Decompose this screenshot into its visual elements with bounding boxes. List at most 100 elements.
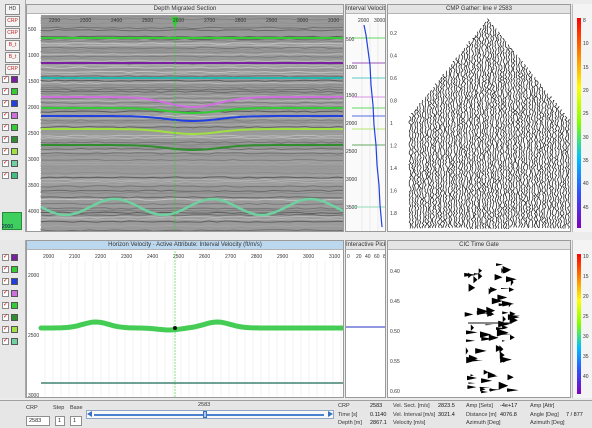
colorbar-tick-label: 30	[583, 334, 589, 340]
gather-trace	[494, 28, 498, 229]
attribute-layer-color-swatch[interactable]	[11, 254, 18, 261]
active-layer-swatch[interactable]	[2, 212, 22, 230]
seismic-reflector	[40, 46, 343, 50]
cic-time-gate-panel[interactable]: CIC Time Gate 0.40 0.45 0.50 0.55 0.60	[387, 240, 571, 398]
vel-sect-value: 2823.5	[438, 403, 455, 409]
crp2-label: CRP	[338, 403, 350, 409]
crp-label: CRP	[26, 405, 38, 411]
crp2-value: 2583	[370, 403, 383, 409]
attribute-layer-visibility-checkbox[interactable]: ✓	[2, 314, 9, 321]
horizon-velocity-canvas[interactable]: 2000 2100 2200 2300 2400 2500 2600 2700 2800 2900…	[27, 241, 344, 398]
interval-velocity-canvas[interactable]: 2000 3000 500 1000 1500 2000 2500 3000 3500	[346, 5, 386, 232]
attribute-layer-visibility-checkbox[interactable]: ✓	[2, 254, 9, 261]
seismic-reflector	[40, 156, 343, 160]
step-input[interactable]: 1	[55, 416, 65, 426]
horizon-layer-color-swatch[interactable]	[11, 160, 18, 167]
left-toolbar-bottom: ✓ ✓ ✓ ✓ ✓ ✓ ✓ ✓	[0, 240, 26, 398]
horizon-layer-visibility-checkbox[interactable]: ✓	[2, 112, 9, 119]
gather-trace	[424, 96, 428, 229]
toolbar-button-0[interactable]: HD	[5, 4, 20, 15]
horizon-layer-color-swatch[interactable]	[11, 88, 18, 95]
horizon-velocity-panel[interactable]: Horizon Velocity · Active Attribute: Int…	[26, 240, 344, 398]
slider-right-arrow[interactable]	[328, 411, 333, 417]
slider-left-arrow[interactable]	[87, 411, 92, 417]
seismic-reflector	[40, 26, 343, 30]
gather-trace	[449, 64, 454, 228]
azimuth2-label: Azimuth [Deg]	[530, 420, 565, 426]
seismic-reflector	[40, 160, 343, 164]
cdp-cursor-marker[interactable]	[171, 17, 179, 29]
horizon-layer-visibility-checkbox[interactable]: ✓	[2, 76, 9, 83]
horizon-layer-color-swatch[interactable]	[11, 100, 18, 107]
gather-trace	[530, 73, 534, 229]
attribute-layer-color-swatch[interactable]	[11, 290, 18, 297]
attribute-layer-color-swatch[interactable]	[11, 278, 18, 285]
attribute-layer-visibility-checkbox[interactable]: ✓	[2, 278, 9, 285]
seismic-reflector	[40, 44, 343, 47]
velocity-tick-label: 2000	[358, 18, 369, 24]
gather-trace	[561, 112, 565, 229]
gate-wavelet	[468, 382, 476, 384]
seismic-reflector	[40, 68, 343, 72]
attribute-layer-visibility-checkbox[interactable]: ✓	[2, 266, 9, 273]
attribute-layer-color-swatch[interactable]	[11, 338, 18, 345]
horizon-layer-color-swatch[interactable]	[11, 112, 18, 119]
attribute-layer-visibility-checkbox[interactable]: ✓	[2, 338, 9, 345]
horizon-layer-visibility-checkbox[interactable]: ✓	[2, 124, 9, 131]
slider-thumb[interactable]	[203, 411, 207, 418]
gate-wavelet	[488, 288, 493, 295]
horizon-layer-visibility-checkbox[interactable]: ✓	[2, 136, 9, 143]
depth-section-panel[interactable]: Depth Migrated Section 500 1000 1500 2000 25…	[26, 4, 344, 232]
attribute-layer-color-swatch[interactable]	[11, 302, 18, 309]
base-input[interactable]: 1	[70, 416, 82, 426]
toolbar-button-1[interactable]: CRP	[5, 16, 20, 27]
attribute-layer-color-swatch[interactable]	[11, 314, 18, 321]
toolbar-button-2[interactable]: CRP	[5, 28, 20, 39]
interval-velocity-panel[interactable]: Interval Velocity 2000 3000 500 1000 1500 200…	[345, 4, 386, 232]
horizon-velocity-title: Horizon Velocity · Active Attribute: Int…	[27, 241, 343, 250]
seismic-reflector	[40, 158, 343, 162]
attribute-layer-color-swatch[interactable]	[11, 326, 18, 333]
attribute-layer-color-swatch[interactable]	[11, 266, 18, 273]
horizon-layer-visibility-checkbox[interactable]: ✓	[2, 148, 9, 155]
gather-trace	[455, 57, 459, 228]
seismic-reflector	[40, 24, 343, 28]
cmp-gather-canvas[interactable]: 0.2 0.4 0.6 0.8 1 1.2 1.4 1.6 1.8	[388, 5, 571, 232]
horizon-layer-color-swatch[interactable]	[11, 76, 18, 83]
interactive-picking-canvas[interactable]: 0 20406080	[346, 241, 386, 398]
cic-time-gate-canvas[interactable]: 0.40 0.45 0.50 0.55 0.60	[388, 241, 571, 398]
gather-trace	[463, 47, 467, 228]
cmp-gather-panel[interactable]: CMP Gather: line # 2583 0.2 0.4 0.6 0.8 1 1.2…	[387, 4, 571, 232]
seismic-reflector	[40, 224, 343, 228]
gather-trace	[426, 93, 430, 229]
seismic-reflector	[40, 33, 343, 36]
attribute-layer-visibility-checkbox[interactable]: ✓	[2, 326, 9, 333]
toolbar-button-5[interactable]: CRP	[5, 64, 20, 75]
horizon-layer-color-swatch[interactable]	[11, 148, 18, 155]
horizon-layer-visibility-checkbox[interactable]: ✓	[2, 88, 9, 95]
toolbar-button-4[interactable]: B_t	[5, 52, 20, 63]
selected-point-marker[interactable]	[173, 326, 177, 330]
horizon-layer-visibility-checkbox[interactable]: ✓	[2, 172, 9, 179]
colorbar-bottom: 10 15 20 25 30 35 40	[572, 240, 592, 398]
attribute-layer-visibility-checkbox[interactable]: ✓	[2, 290, 9, 297]
depth-tick-label: 500	[346, 37, 355, 43]
gate-wavelet	[507, 388, 519, 392]
horizon-layer-visibility-checkbox[interactable]: ✓	[2, 160, 9, 167]
horizon-layer-color-swatch[interactable]	[11, 136, 18, 143]
horizon-layer-color-swatch[interactable]	[11, 124, 18, 131]
seismic-reflector	[40, 81, 343, 85]
gather-trace	[543, 90, 547, 229]
attribute-layer-visibility-checkbox[interactable]: ✓	[2, 302, 9, 309]
horizon-layer-visibility-checkbox[interactable]: ✓	[2, 100, 9, 107]
toolbar-button-3[interactable]: B_t	[5, 40, 20, 51]
horizon-layer-color-swatch[interactable]	[11, 172, 18, 179]
cdp-tick-label: 2100	[69, 254, 80, 260]
interactive-picking-panel[interactable]: Interactive Picking 0 20406080	[345, 240, 386, 398]
gather-trace	[478, 28, 482, 229]
crp-input[interactable]: 2583	[26, 416, 50, 426]
crp-slider[interactable]	[86, 410, 334, 419]
gather-trace	[410, 112, 415, 229]
gate-wavelet	[498, 303, 507, 307]
depth-section-canvas[interactable]: 500 1000 1500 2000 2500 3000 3500 4000 2200 2300 2…	[27, 5, 344, 232]
